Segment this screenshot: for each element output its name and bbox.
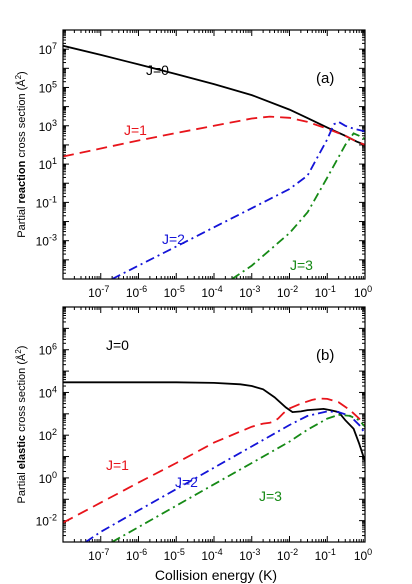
series-label-j2: J=2 <box>162 231 185 247</box>
series-label-j1: J=1 <box>106 457 129 473</box>
series-line-j0 <box>63 44 365 146</box>
series-label-j1: J=1 <box>124 122 147 138</box>
series-label-j2: J=2 <box>175 474 198 490</box>
x-axis-title: Collision energy (K) <box>155 567 277 583</box>
y-tick-label: 100 <box>39 470 57 486</box>
x-tick-label: 10-7 <box>88 284 109 300</box>
x-tick-label: 10-3 <box>239 284 260 300</box>
chart-panel-b: 10-2 100 102 104 106 10-7 10-6 10-5 10-4 10-3 10-2… <box>14 306 372 583</box>
series-label-j0: J=0 <box>146 62 169 78</box>
series-line-j1 <box>63 115 365 158</box>
x-tick-label: 10-3 <box>239 547 260 563</box>
y-tick-label: 10-3 <box>36 233 57 249</box>
y-tick-label: 106 <box>39 342 57 358</box>
y-tick-label: 101 <box>39 156 57 172</box>
y-tick-label: 103 <box>39 118 57 134</box>
y-tick-label: 10-1 <box>36 194 57 210</box>
x-tick-label: 10-1 <box>315 547 336 563</box>
y-tick-label: 105 <box>39 79 57 95</box>
series-label-j3: J=3 <box>259 488 282 504</box>
panel-tag: (a) <box>316 70 334 87</box>
chart-panel-a: 10-3 10-1 101 103 105 107 10-7 10-6 10-5 10-4 10-3… <box>14 29 372 300</box>
series-label-j3: J=3 <box>290 257 313 273</box>
y-axis-title: Partial reaction cross section (Å2) <box>14 71 28 237</box>
x-tick-label: 100 <box>354 547 372 563</box>
series-line-j0 <box>63 381 365 462</box>
y-tick-label: 104 <box>39 384 57 400</box>
x-tick-label: 10-5 <box>164 547 185 563</box>
y-axis-title: Partial elastic cross section (Å2) <box>14 346 28 504</box>
x-tick-label: 10-5 <box>164 284 185 300</box>
x-tick-label: 100 <box>354 284 372 300</box>
series-line-j1 <box>63 397 365 524</box>
x-tick-label: 10-4 <box>201 547 222 563</box>
series-line-j2 <box>111 120 365 279</box>
x-tick-label: 10-6 <box>126 284 147 300</box>
x-tick-label: 10-7 <box>88 547 109 563</box>
plot-frame <box>62 306 366 543</box>
x-tick-label: 10-2 <box>277 284 298 300</box>
panel-tag: (b) <box>316 347 334 364</box>
y-tick-label: 102 <box>39 427 57 443</box>
x-tick-label: 10-1 <box>315 284 336 300</box>
x-tick-label: 10-4 <box>201 284 222 300</box>
series-line-j3 <box>111 413 365 542</box>
y-tick-label: 10-2 <box>36 513 57 529</box>
series-line-j3 <box>231 132 365 279</box>
x-tick-label: 10-6 <box>126 547 147 563</box>
y-tick-label: 107 <box>39 41 57 57</box>
plot-frame <box>62 29 366 280</box>
x-tick-label: 10-2 <box>277 547 298 563</box>
series-line-j2 <box>85 410 365 542</box>
series-label-j0: J=0 <box>106 337 129 353</box>
